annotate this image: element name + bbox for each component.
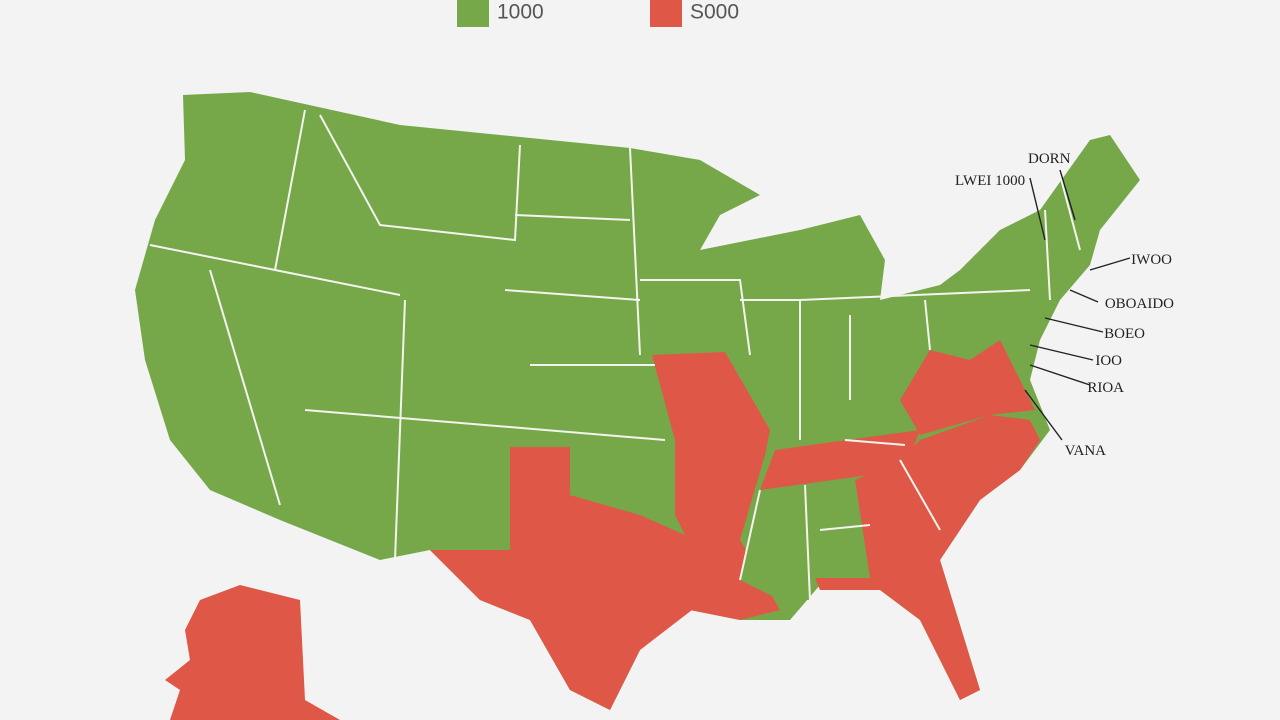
- state-region: [165, 585, 340, 720]
- callout-lines: [1024, 169, 1131, 441]
- callout-label: RIOA: [1087, 380, 1124, 396]
- callout-label: BOEO: [1104, 326, 1145, 342]
- state-region: [900, 340, 1035, 435]
- callout-label: DORN: [1028, 151, 1071, 167]
- state-borders: [149, 109, 1081, 601]
- state-region: [815, 415, 1040, 700]
- legend-label: 1000: [497, 1, 544, 24]
- callout-label: VANA: [1065, 443, 1107, 459]
- legend-swatch: [650, 0, 682, 27]
- state-region: [760, 430, 920, 490]
- callout-label: LWEI 1000: [955, 173, 1025, 189]
- callout-label: IWOO: [1131, 252, 1172, 268]
- callout-label: IOO: [1095, 353, 1122, 369]
- state-region: [430, 447, 692, 710]
- legend-swatch: [457, 0, 489, 27]
- callout-label: OBOAIDO: [1105, 296, 1174, 312]
- state-region: [652, 352, 780, 620]
- state-region: [740, 480, 870, 600]
- legend-label: S000: [690, 1, 739, 24]
